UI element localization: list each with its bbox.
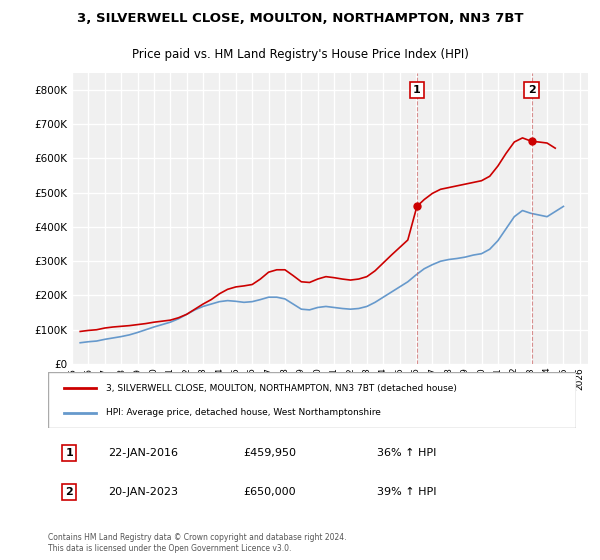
- Text: £650,000: £650,000: [244, 487, 296, 497]
- Text: 39% ↑ HPI: 39% ↑ HPI: [377, 487, 437, 497]
- Text: Contains HM Land Registry data © Crown copyright and database right 2024.
This d: Contains HM Land Registry data © Crown c…: [48, 533, 347, 553]
- Text: 2: 2: [65, 487, 73, 497]
- Text: 20-JAN-2023: 20-JAN-2023: [108, 487, 178, 497]
- Text: Price paid vs. HM Land Registry's House Price Index (HPI): Price paid vs. HM Land Registry's House …: [131, 48, 469, 61]
- Text: 22-JAN-2016: 22-JAN-2016: [108, 448, 178, 458]
- Text: 1: 1: [413, 85, 421, 95]
- Text: HPI: Average price, detached house, West Northamptonshire: HPI: Average price, detached house, West…: [106, 408, 381, 417]
- Text: £459,950: £459,950: [243, 448, 296, 458]
- Text: 3, SILVERWELL CLOSE, MOULTON, NORTHAMPTON, NN3 7BT (detached house): 3, SILVERWELL CLOSE, MOULTON, NORTHAMPTO…: [106, 384, 457, 393]
- Text: 1: 1: [65, 448, 73, 458]
- Text: 36% ↑ HPI: 36% ↑ HPI: [377, 448, 437, 458]
- FancyBboxPatch shape: [48, 372, 576, 428]
- Text: 2: 2: [527, 85, 535, 95]
- Text: 3, SILVERWELL CLOSE, MOULTON, NORTHAMPTON, NN3 7BT: 3, SILVERWELL CLOSE, MOULTON, NORTHAMPTO…: [77, 12, 523, 25]
